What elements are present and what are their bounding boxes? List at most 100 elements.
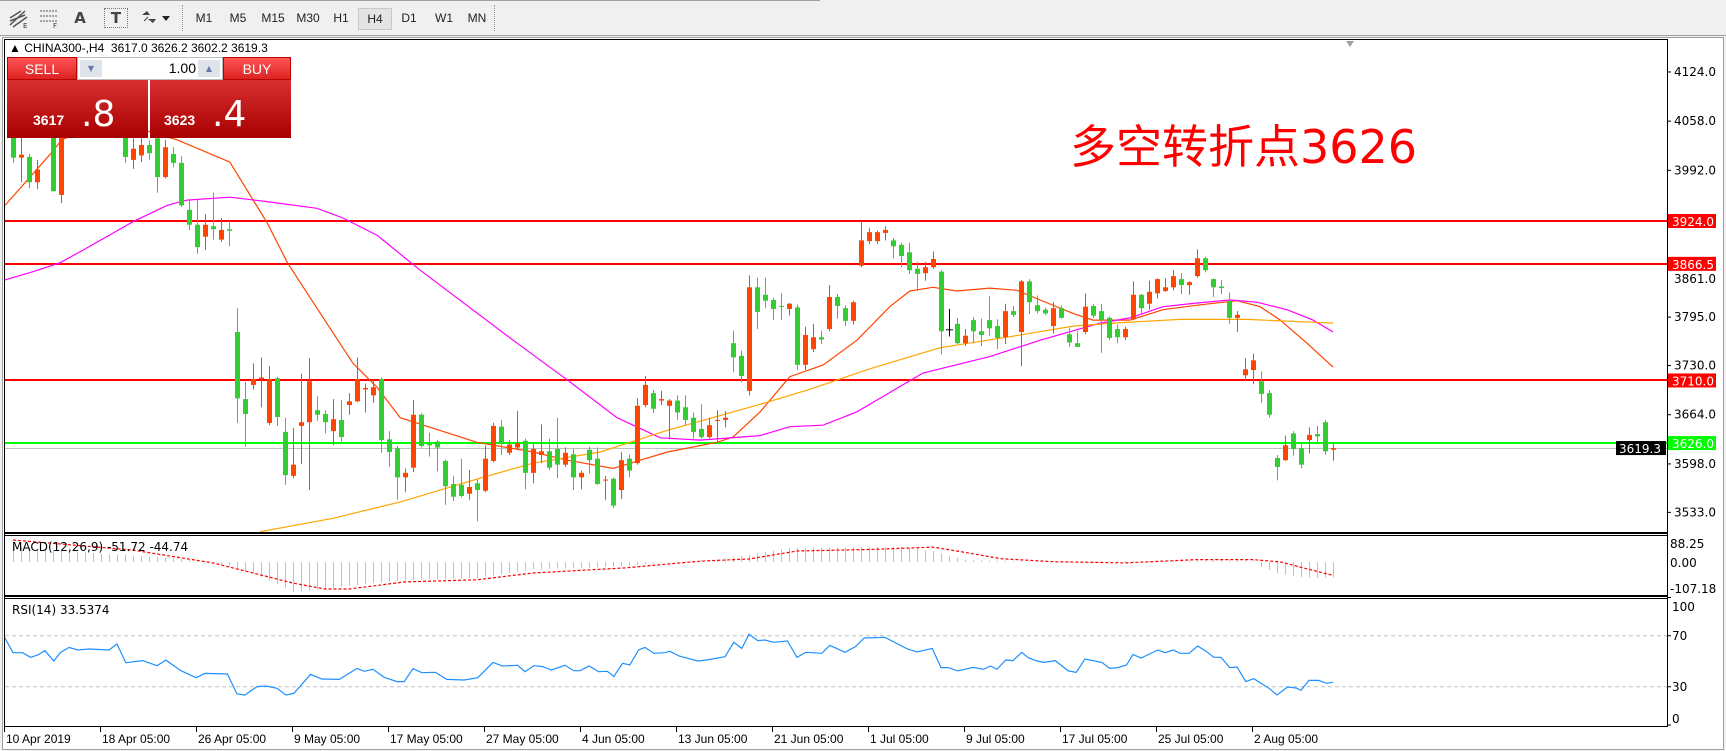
text-icon[interactable]: A (74, 9, 86, 27)
candle (243, 381, 248, 447)
candle (1251, 353, 1256, 385)
text-label-icon[interactable]: T (104, 8, 128, 28)
candle (699, 404, 704, 439)
candle-body (851, 302, 856, 321)
candle (275, 376, 280, 426)
sell-button[interactable]: SELL (7, 57, 77, 82)
price-tick-label: 3664.0 (1674, 408, 1716, 422)
buy-button[interactable]: BUY (223, 57, 291, 82)
sell-price[interactable]: 3617 .8 (7, 80, 148, 138)
candle (859, 221, 864, 268)
candle (731, 330, 736, 373)
candle (907, 242, 912, 274)
candle (227, 221, 232, 247)
timeframe-m15[interactable]: M15 (261, 11, 285, 25)
candle-body (963, 335, 968, 344)
fibonacci-fan-icon[interactable]: E (6, 7, 32, 30)
candle-body (1075, 343, 1080, 347)
candle (1099, 303, 1104, 353)
chart-shift-marker-icon[interactable] (1346, 41, 1354, 47)
candle (946, 308, 953, 337)
timeframe-w1[interactable]: W1 (435, 11, 453, 25)
candle (307, 358, 312, 491)
candle-body (163, 147, 168, 178)
candle-body (355, 378, 360, 402)
level-price-label: 3710.0 (1672, 374, 1714, 388)
rsi-axis-label: 0 (1672, 712, 1680, 726)
candle-body (123, 134, 128, 157)
timeframe-d1[interactable]: D1 (401, 11, 417, 25)
candle-body (251, 378, 256, 385)
candle-body (1307, 434, 1312, 441)
candle-body (971, 320, 976, 332)
candle-body (587, 449, 592, 461)
candle (1219, 279, 1224, 295)
svg-text:E: E (23, 22, 27, 29)
candle (1035, 295, 1040, 314)
arrows-dropdown-icon[interactable] (138, 7, 172, 29)
timeframe-m30[interactable]: M30 (296, 11, 320, 25)
candle-body (523, 440, 528, 473)
candle (1171, 270, 1176, 291)
candle-body (883, 229, 888, 233)
fibonacci-grid-icon[interactable]: F (36, 7, 62, 30)
candle (1211, 278, 1216, 298)
candle (723, 411, 728, 428)
candle-body (619, 460, 624, 491)
candle (643, 375, 648, 408)
candle-body (35, 169, 40, 183)
candle-body (243, 399, 248, 414)
candle (619, 451, 624, 499)
rsi-axis-label: 100 (1672, 600, 1695, 614)
collapse-triangle-icon[interactable]: ▲ (9, 41, 25, 55)
candle (547, 438, 552, 470)
buy-price[interactable]: 3623 .4 (150, 80, 291, 138)
timeframe-m5[interactable]: M5 (229, 11, 247, 25)
candle (563, 447, 568, 467)
candle (539, 424, 544, 464)
timeframe-h1[interactable]: H1 (333, 11, 349, 25)
candle-body (307, 381, 312, 423)
candle (491, 422, 496, 463)
candle-body (1059, 308, 1064, 318)
candle-body (1267, 393, 1272, 415)
candle-body (939, 271, 944, 332)
candle-body (1211, 279, 1216, 288)
rsi-axis-label: 30 (1672, 680, 1687, 694)
chart-annotation-text[interactable]: 多空转折点3626 (1070, 120, 1418, 174)
candle (1075, 331, 1080, 347)
candle (283, 417, 288, 485)
toolbar-top-border (0, 0, 820, 1)
timeframe-h4[interactable]: H4 (358, 8, 392, 30)
candle (427, 432, 432, 457)
macd-label: MACD(12,26,9) -51.72 -44.74 (12, 540, 188, 554)
timeframe-mn[interactable]: MN (467, 11, 487, 25)
bid-price-label: 3619.3 (1619, 442, 1661, 456)
candle-body (531, 449, 536, 473)
chart-window[interactable] (2, 37, 1724, 750)
moving-average-fast (5, 119, 1334, 470)
candle (811, 323, 816, 353)
candle (203, 214, 208, 251)
candle-body (259, 377, 264, 379)
lot-size-stepper[interactable]: ▼ 1.00 ▲ (77, 57, 223, 80)
candle-body (283, 431, 288, 476)
candle-body (387, 439, 392, 452)
candle-body (443, 460, 448, 487)
candle (683, 395, 688, 426)
candle-body (987, 320, 992, 329)
candle (323, 410, 328, 434)
candle-body (27, 156, 32, 183)
lot-size-input[interactable]: 1.00 (168, 60, 196, 76)
candle-body (51, 127, 56, 192)
decrease-lot-icon[interactable]: ▼ (80, 60, 102, 77)
toolbar-separator (182, 5, 185, 31)
candle-body (1171, 276, 1176, 288)
increase-lot-icon[interactable]: ▲ (198, 60, 220, 77)
candle-body (1043, 309, 1048, 314)
timeframe-m1[interactable]: M1 (195, 11, 213, 25)
candle (739, 350, 744, 382)
candle-body (299, 422, 304, 426)
candle (347, 393, 352, 415)
